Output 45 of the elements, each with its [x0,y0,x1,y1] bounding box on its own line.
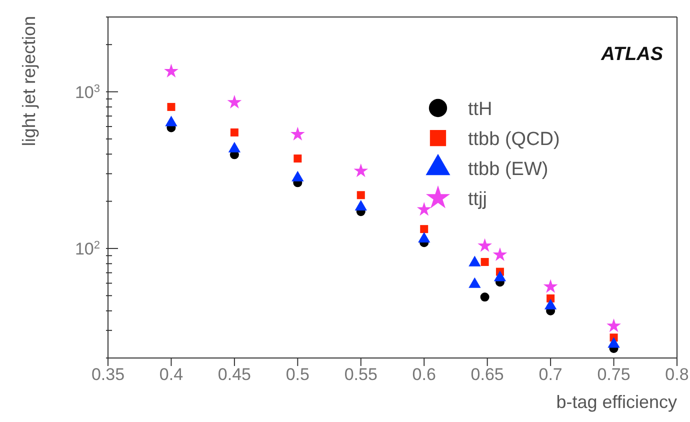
y-tick-label: 10$^{2}$ [74,239,100,258]
x-tick-label: 0.35 [91,365,125,384]
point [480,292,490,302]
point [354,200,367,210]
legend-label: ttbb (QCD) [468,129,560,150]
point [228,142,241,152]
point [420,225,428,234]
point [354,163,368,178]
point [165,116,178,126]
x-tick-label: 0.55 [344,365,378,384]
point [608,337,620,348]
legend-label: ttbb (EW) [468,159,548,180]
point [468,277,481,288]
y-tick-label: 10$^{3}$ [74,82,100,102]
legend-label: ttH [468,99,492,120]
x-tick-label: 0.6 [412,365,436,384]
point [294,154,302,163]
x-tick-label: 0.75 [597,365,630,384]
point [480,258,489,266]
x-tick-label: 0.7 [538,365,562,384]
point [478,238,492,252]
point [416,202,432,216]
point [356,191,365,200]
point [543,279,558,293]
x-tick-label: 0.4 [159,365,184,384]
point [544,298,557,310]
point [418,232,430,242]
x-tick-label: 0.65 [470,365,504,384]
x-tick-label: 0.5 [286,365,310,384]
legend-label: ttjj [468,189,487,210]
point [227,94,242,109]
point [167,102,176,111]
x-axis-title: b-tag efficiency [556,392,677,412]
point [492,247,508,261]
point [292,170,304,182]
point [290,126,305,140]
point [164,64,178,78]
point [230,128,238,136]
x-tick-label: 0.8 [665,365,689,384]
annotation: ATLAS [600,44,664,65]
y-axis-title: light jet rejection [18,16,39,146]
point [494,270,506,282]
point [468,256,481,266]
point [606,318,621,332]
x-tick-label: 0.45 [218,365,251,384]
